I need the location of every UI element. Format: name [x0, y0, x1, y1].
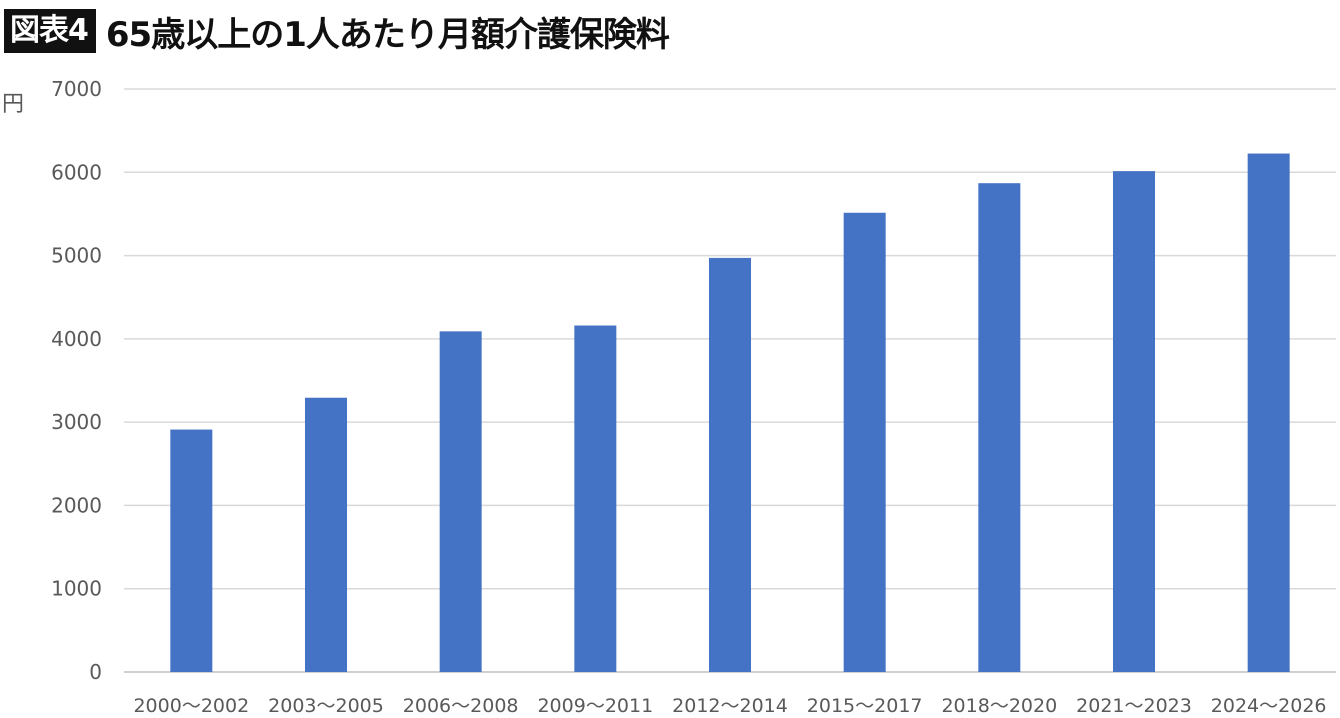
- chart-title: 65歳以上の1人あたり月額介護保険料: [105, 14, 670, 55]
- bar: [1113, 171, 1155, 672]
- bar: [843, 212, 886, 672]
- y-tick-label: 6000: [51, 160, 102, 184]
- y-axis-tick-labels: 0 1000 2000 3000 4000 5000 6000 7000: [51, 77, 102, 684]
- y-tick-label: 0: [89, 660, 102, 684]
- x-category-label: 2018～2020: [941, 695, 1057, 717]
- figure-badge: 図表4: [4, 9, 96, 53]
- y-tick-label: 3000: [51, 410, 102, 434]
- x-category-label: 2000～2002: [133, 695, 249, 717]
- x-axis-category-labels: 2000～2002 2003～2005 2006～2008 2009～2011 2012…: [133, 695, 1326, 717]
- y-tick-label: 2000: [51, 493, 102, 517]
- bar: [305, 397, 347, 672]
- x-category-label: 2015～2017: [807, 695, 923, 717]
- x-category-label: 2003～2005: [268, 695, 384, 717]
- bar: [1247, 153, 1290, 672]
- y-tick-label: 1000: [51, 577, 102, 601]
- bar: [170, 429, 213, 672]
- x-category-label: 2006～2008: [403, 695, 519, 717]
- x-category-label: 2009～2011: [537, 695, 653, 717]
- bar: [439, 331, 482, 672]
- x-category-label: 2024～2026: [1211, 695, 1327, 717]
- header: 図表4 65歳以上の1人あたり月額介護保険料: [0, 8, 670, 55]
- bars: [170, 153, 1290, 672]
- bar: [709, 257, 751, 672]
- y-tick-label: 5000: [51, 244, 102, 268]
- x-category-label: 2021～2023: [1076, 695, 1192, 717]
- bar: [574, 325, 617, 672]
- x-category-label: 2012～2014: [672, 695, 788, 717]
- y-axis-unit-label: 円: [2, 92, 25, 117]
- bar: [978, 183, 1021, 672]
- y-tick-label: 7000: [51, 77, 102, 101]
- y-tick-label: 4000: [51, 327, 102, 351]
